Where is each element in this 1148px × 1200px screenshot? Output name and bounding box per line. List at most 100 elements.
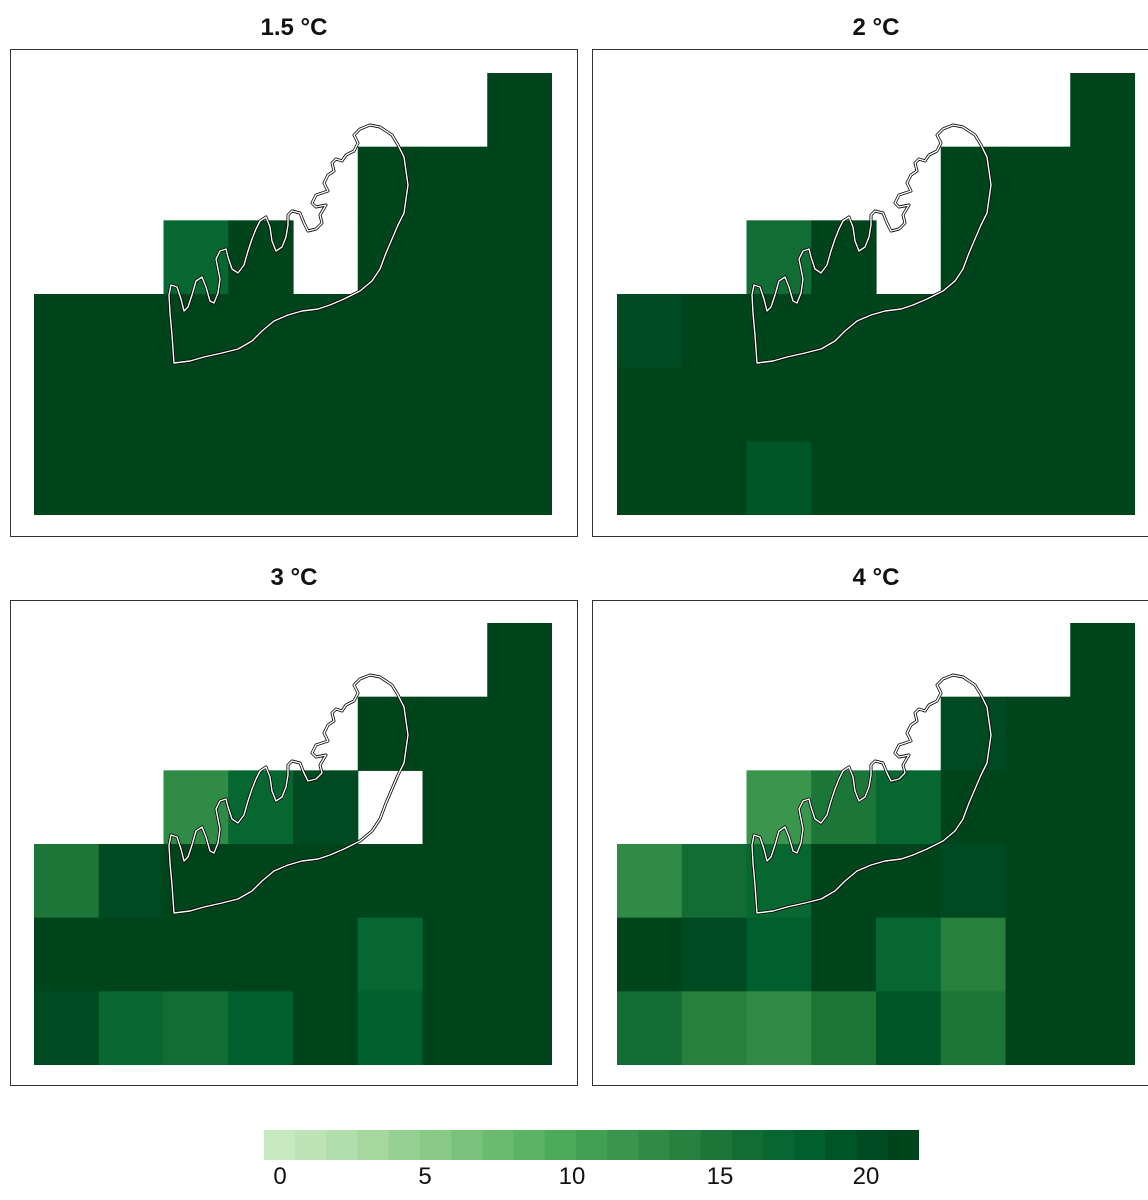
heatmap-cell: [293, 367, 359, 442]
heatmap-cell: [876, 770, 942, 845]
heatmap-cell: [293, 917, 359, 992]
colorbar-tick-label: 20: [852, 1163, 880, 1190]
heatmap-cell: [357, 441, 424, 515]
heatmap-cell: [422, 146, 488, 221]
heatmap-cell: [617, 294, 683, 369]
heatmap-panel-2: [617, 73, 1135, 515]
heatmap-cell: [34, 844, 100, 919]
heatmap-cell: [422, 917, 488, 992]
heatmap-cell: [228, 220, 294, 295]
heatmap-cell: [1005, 441, 1071, 515]
heatmap-cell: [1005, 696, 1071, 771]
colorbar-swatch: [264, 1130, 296, 1160]
heatmap-cell: [487, 73, 552, 148]
heatmap-cell: [1005, 146, 1071, 221]
heatmap-cell: [746, 367, 812, 442]
heatmap-cell: [1070, 294, 1135, 369]
heatmap-cell: [876, 441, 942, 515]
colorbar-swatch: [451, 1130, 483, 1160]
heatmap-cell: [487, 294, 552, 369]
heatmap-cell: [228, 367, 294, 442]
heatmap-cell: [1070, 220, 1135, 295]
heatmap-cell: [876, 991, 942, 1065]
panel-title-2: 2 °C: [852, 14, 900, 41]
colorbar-swatch: [513, 1130, 546, 1160]
colorbar-swatch: [482, 1130, 515, 1160]
heatmap-cell: [163, 917, 229, 992]
heatmap-cell: [98, 917, 165, 992]
colorbar-swatch: [607, 1130, 639, 1160]
heatmap-cell: [293, 770, 359, 845]
heatmap-cell: [746, 441, 812, 515]
heatmap-cell: [357, 367, 424, 442]
heatmap-cell: [98, 294, 165, 369]
heatmap-cell: [617, 844, 683, 919]
heatmap-cell: [811, 220, 877, 295]
heatmap-cell: [1070, 623, 1135, 698]
heatmap-cell: [940, 917, 1007, 992]
heatmap-cell: [34, 917, 100, 992]
colorbar-swatch: [763, 1130, 795, 1160]
colorbar-swatch: [295, 1130, 327, 1160]
heatmap-cell: [487, 623, 552, 698]
colorbar-swatch: [326, 1130, 359, 1160]
colorbar-swatch: [794, 1130, 826, 1160]
heatmap-cell: [293, 441, 359, 515]
colorbar-swatch: [669, 1130, 702, 1160]
panel-title-4: 4 °C: [852, 564, 900, 591]
heatmap-cell: [34, 441, 100, 515]
heatmap-cell: [617, 991, 683, 1065]
heatmap-cell: [487, 220, 552, 295]
heatmap-cell: [487, 696, 552, 771]
heatmap-panel-4: [617, 623, 1135, 1065]
panel-title-1: 1.5 °C: [260, 14, 328, 41]
heatmap-cell: [422, 294, 488, 369]
colorbar-swatch: [700, 1130, 733, 1160]
heatmap-cell: [487, 441, 552, 515]
colorbar-tick-label: 15: [706, 1163, 734, 1190]
heatmap-cell: [228, 770, 294, 845]
heatmap-cell: [811, 367, 877, 442]
heatmap-cell: [940, 441, 1007, 515]
heatmap-cell: [98, 991, 165, 1065]
colorbar-swatch: [575, 1130, 608, 1160]
heatmap-cell: [98, 367, 165, 442]
heatmap-cell: [940, 367, 1007, 442]
colorbar-tick-label: 5: [418, 1163, 432, 1190]
colorbar-swatch: [731, 1130, 764, 1160]
coastline: [750, 673, 993, 915]
heatmap-cell: [1070, 917, 1135, 992]
heatmap-cell: [487, 917, 552, 992]
colorbar-swatch: [419, 1130, 452, 1160]
heatmap-cell: [228, 441, 294, 515]
heatmap-cell: [422, 367, 488, 442]
heatmap-cell: [98, 844, 165, 919]
heatmap-cell: [422, 991, 488, 1065]
heatmap-cell: [940, 696, 1007, 771]
coastline: [750, 123, 993, 365]
coastline: [167, 673, 410, 915]
heatmap-cell: [876, 917, 942, 992]
heatmap-cell: [422, 844, 488, 919]
heatmap-cell: [357, 294, 424, 369]
heatmap-cell: [487, 146, 552, 221]
heatmap-cell: [1005, 220, 1071, 295]
heatmap-cell: [681, 844, 748, 919]
heatmap-cell: [1070, 696, 1135, 771]
colorbar-swatch: [357, 1130, 390, 1160]
heatmap-cell: [1005, 770, 1071, 845]
heatmap-cell: [422, 696, 488, 771]
panel-title-3: 3 °C: [270, 564, 318, 591]
heatmap-cell: [163, 367, 229, 442]
heatmap-cell: [1070, 770, 1135, 845]
heatmap-panel-1: [34, 73, 552, 515]
heatmap-cell: [811, 441, 877, 515]
colorbar-swatch: [856, 1130, 889, 1160]
heatmap-cell: [422, 220, 488, 295]
colorbar-swatch: [638, 1130, 670, 1160]
heatmap-cell: [1070, 991, 1135, 1065]
heatmap-cell: [357, 696, 424, 771]
heatmap-cell: [34, 294, 100, 369]
heatmap-cell: [1005, 844, 1071, 919]
colorbar-swatch: [825, 1130, 858, 1160]
